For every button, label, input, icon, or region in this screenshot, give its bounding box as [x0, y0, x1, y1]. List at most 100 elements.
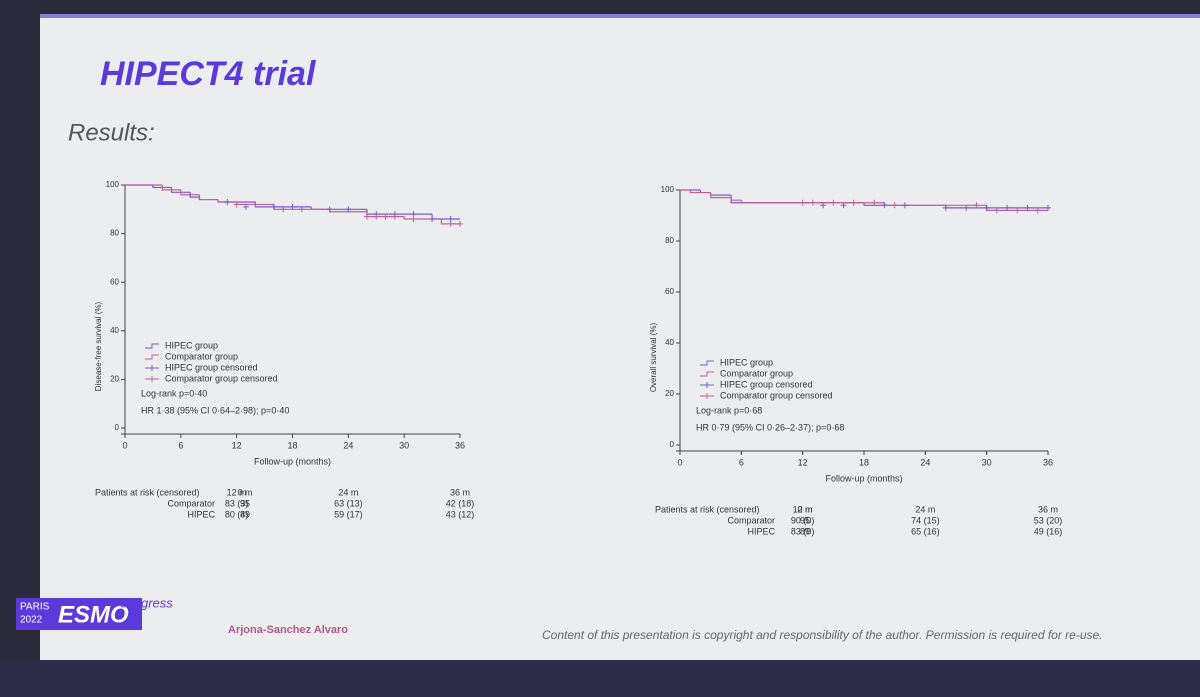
risk-column: 24 m: [915, 504, 935, 514]
censor-mark: [270, 203, 277, 210]
y-tick-label: 60: [665, 287, 674, 296]
censor-mark: [363, 213, 370, 220]
risk-column: 12 m: [793, 504, 813, 514]
stage-floor: [0, 660, 1200, 697]
risk-cell: 80 (4): [225, 509, 249, 519]
risk-row-label: Comparator: [727, 515, 775, 525]
x-tick-label: 24: [343, 440, 353, 450]
slide-title: HIPECT4 trial: [100, 55, 317, 93]
survival-step: [161, 185, 181, 191]
y-tick-label: 20: [110, 375, 119, 384]
x-tick-label: 30: [399, 440, 409, 450]
censor-mark: [326, 206, 333, 213]
censor-mark: [901, 202, 908, 209]
censor-mark: [830, 199, 837, 206]
legend-label: HIPEC group censored: [720, 379, 813, 389]
risk-row-label: Comparator: [167, 498, 215, 508]
risk-row-label: HIPEC: [747, 526, 775, 536]
y-tick-label: 80: [665, 236, 674, 245]
x-tick-label: 12: [798, 457, 808, 467]
censor-mark: [942, 204, 949, 211]
censor-mark: [382, 213, 389, 220]
risk-cell: 90 (0): [791, 515, 815, 525]
x-tick-label: 6: [739, 457, 744, 467]
legend-label: HIPEC group censored: [165, 362, 258, 372]
censor-mark: [1004, 204, 1011, 211]
annotation: Log-rank p=0·68: [696, 405, 762, 415]
risk-cell: 53 (20): [1034, 515, 1063, 525]
censor-mark: [809, 199, 816, 206]
slide-border: [40, 14, 1200, 18]
censor-mark: [1024, 204, 1031, 211]
risk-cell: 42 (18): [446, 498, 475, 508]
legend-label: Comparator group: [720, 368, 793, 378]
censor-mark: [429, 216, 436, 223]
x-tick-label: 0: [122, 440, 127, 450]
censor-mark: [457, 220, 463, 227]
censor-mark: [850, 199, 857, 206]
censor-mark: [891, 202, 898, 209]
risk-cell: 59 (17): [334, 509, 363, 519]
risk-cell: 43 (12): [446, 509, 475, 519]
legend-label: HIPEC group: [165, 340, 218, 350]
censor-mark: [345, 206, 352, 213]
risk-cell: 74 (15): [911, 515, 940, 525]
legend-swatch: [145, 365, 159, 371]
legend-swatch: [145, 376, 159, 382]
survival-step: [152, 185, 172, 189]
risk-header: Patients at risk (censored): [655, 504, 760, 514]
y-tick-label: 100: [661, 185, 675, 194]
risk-row-label: HIPEC: [187, 509, 215, 519]
censor-mark: [242, 203, 249, 210]
annotation: Log-rank p=0·40: [141, 388, 207, 398]
risk-column: 12 m: [227, 487, 247, 497]
copyright: Content of this presentation is copyrigh…: [542, 628, 1103, 642]
censor-mark: [280, 206, 287, 213]
censor-mark: [820, 202, 827, 209]
survival-step: [180, 189, 200, 196]
author: Arjona-Sanchez Alvaro: [228, 624, 348, 636]
survival-step: [440, 219, 460, 225]
axis: [121, 185, 460, 435]
risk-cell: 95: [800, 515, 810, 525]
legend-label: Comparator group: [165, 351, 238, 361]
censor-mark: [447, 220, 454, 227]
survival-step: [740, 200, 885, 204]
y-axis-label: Disease-free survival (%): [94, 301, 103, 391]
logo-box: [16, 598, 142, 630]
x-tick-label: 18: [859, 457, 869, 467]
y-tick-label: 60: [110, 277, 119, 286]
risk-cell: 83 (0): [791, 526, 815, 536]
censor-mark: [252, 201, 259, 208]
censor-mark: [1045, 204, 1051, 211]
survival-step: [170, 187, 191, 193]
x-axis-label: Follow-up (months): [254, 456, 331, 466]
risk-header: Patients at risk (censored): [95, 487, 200, 497]
slide-background: [40, 14, 1200, 660]
survival-step: [710, 192, 732, 199]
legend-swatch: [700, 382, 714, 388]
risk-column: 0 m: [237, 487, 252, 497]
censor-mark: [963, 204, 970, 211]
censor-mark: [289, 203, 296, 210]
annotation: HR 0·79 (95% CI 0·26–2·37); p=0·68: [696, 422, 844, 432]
y-tick-label: 20: [665, 389, 674, 398]
risk-cell: 89: [800, 526, 810, 536]
x-tick-label: 12: [232, 440, 242, 450]
logo-city: PARIS: [20, 602, 50, 613]
logo-word: congress: [120, 595, 173, 610]
x-tick-label: 18: [287, 440, 297, 450]
survival-step: [403, 216, 442, 220]
censor-mark: [799, 199, 806, 206]
risk-column: 0 m: [797, 504, 812, 514]
legend-swatch: [700, 371, 714, 377]
risk-cell: 83 (3): [225, 498, 249, 508]
censor-mark: [410, 216, 417, 223]
logo-name: ESMO: [58, 601, 129, 628]
survival-step: [189, 192, 200, 198]
y-tick-label: 0: [670, 440, 675, 449]
risk-cell: 95: [240, 498, 250, 508]
censor-mark: [993, 207, 1000, 214]
risk-cell: 49 (16): [1034, 526, 1063, 536]
